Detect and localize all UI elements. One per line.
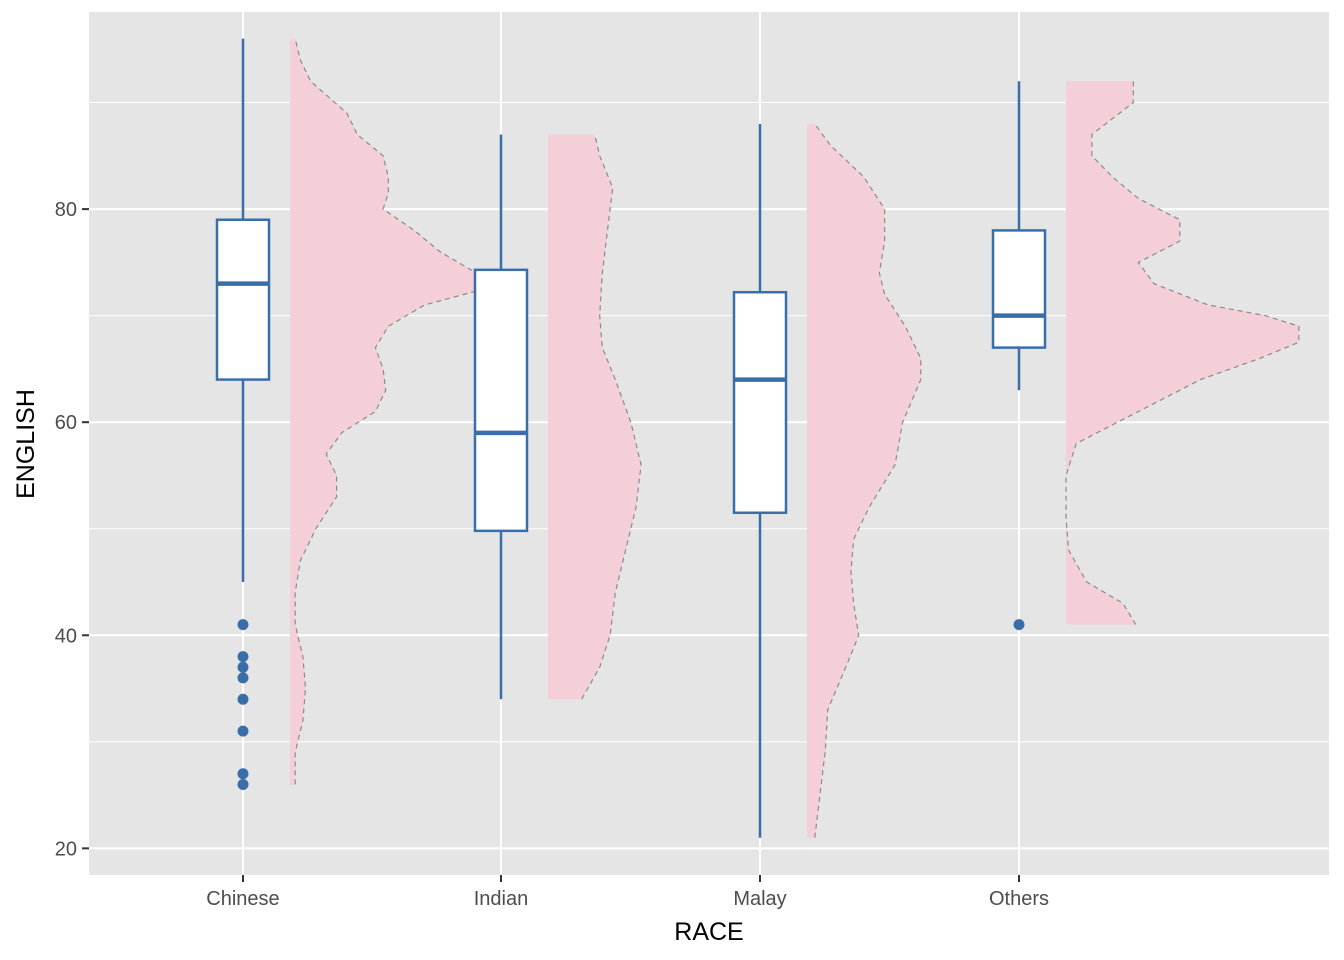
y-axis-title: ENGLISH — [12, 389, 40, 499]
outlier-point — [237, 725, 249, 737]
outlier-point — [237, 619, 249, 631]
x-axis-title: RACE — [674, 918, 743, 946]
plot-panel — [89, 12, 1329, 875]
density-area-others — [1066, 81, 1299, 625]
x-tick-label: Others — [989, 888, 1049, 910]
boxplot-indian — [473, 134, 529, 700]
outlier-point — [237, 651, 249, 663]
density-area-chinese — [290, 38, 484, 785]
boxplot-malay — [732, 123, 788, 838]
outlier-point — [237, 768, 249, 780]
x-tick-label: Indian — [474, 888, 529, 910]
outlier-point — [237, 661, 249, 673]
y-tick-label: 40 — [55, 625, 77, 647]
box-layer — [215, 38, 1047, 838]
x-tick-label: Chinese — [206, 888, 279, 910]
axes: 20 40 60 80 Chinese Indian Malay Others — [55, 199, 1049, 910]
y-tick-label: 20 — [55, 838, 77, 860]
density-layer — [290, 38, 1300, 838]
outlier-point — [237, 693, 249, 705]
outlier-point — [1013, 619, 1025, 631]
x-tick-label: Malay — [733, 888, 786, 910]
outlier-point — [237, 778, 249, 790]
y-tick-label: 80 — [55, 199, 77, 221]
density-area-indian — [548, 134, 642, 700]
box-iqr — [732, 290, 788, 515]
y-tick-label: 60 — [55, 412, 77, 434]
density-area-malay — [807, 123, 921, 838]
outlier-point — [237, 672, 249, 684]
boxplot-others — [991, 81, 1047, 631]
boxplot-chinese — [215, 38, 271, 790]
box-iqr — [473, 268, 529, 533]
density-outline-others — [1065, 81, 1300, 625]
box-iqr — [991, 229, 1047, 349]
density-outline-indian — [581, 134, 642, 700]
box-iqr — [215, 218, 271, 381]
